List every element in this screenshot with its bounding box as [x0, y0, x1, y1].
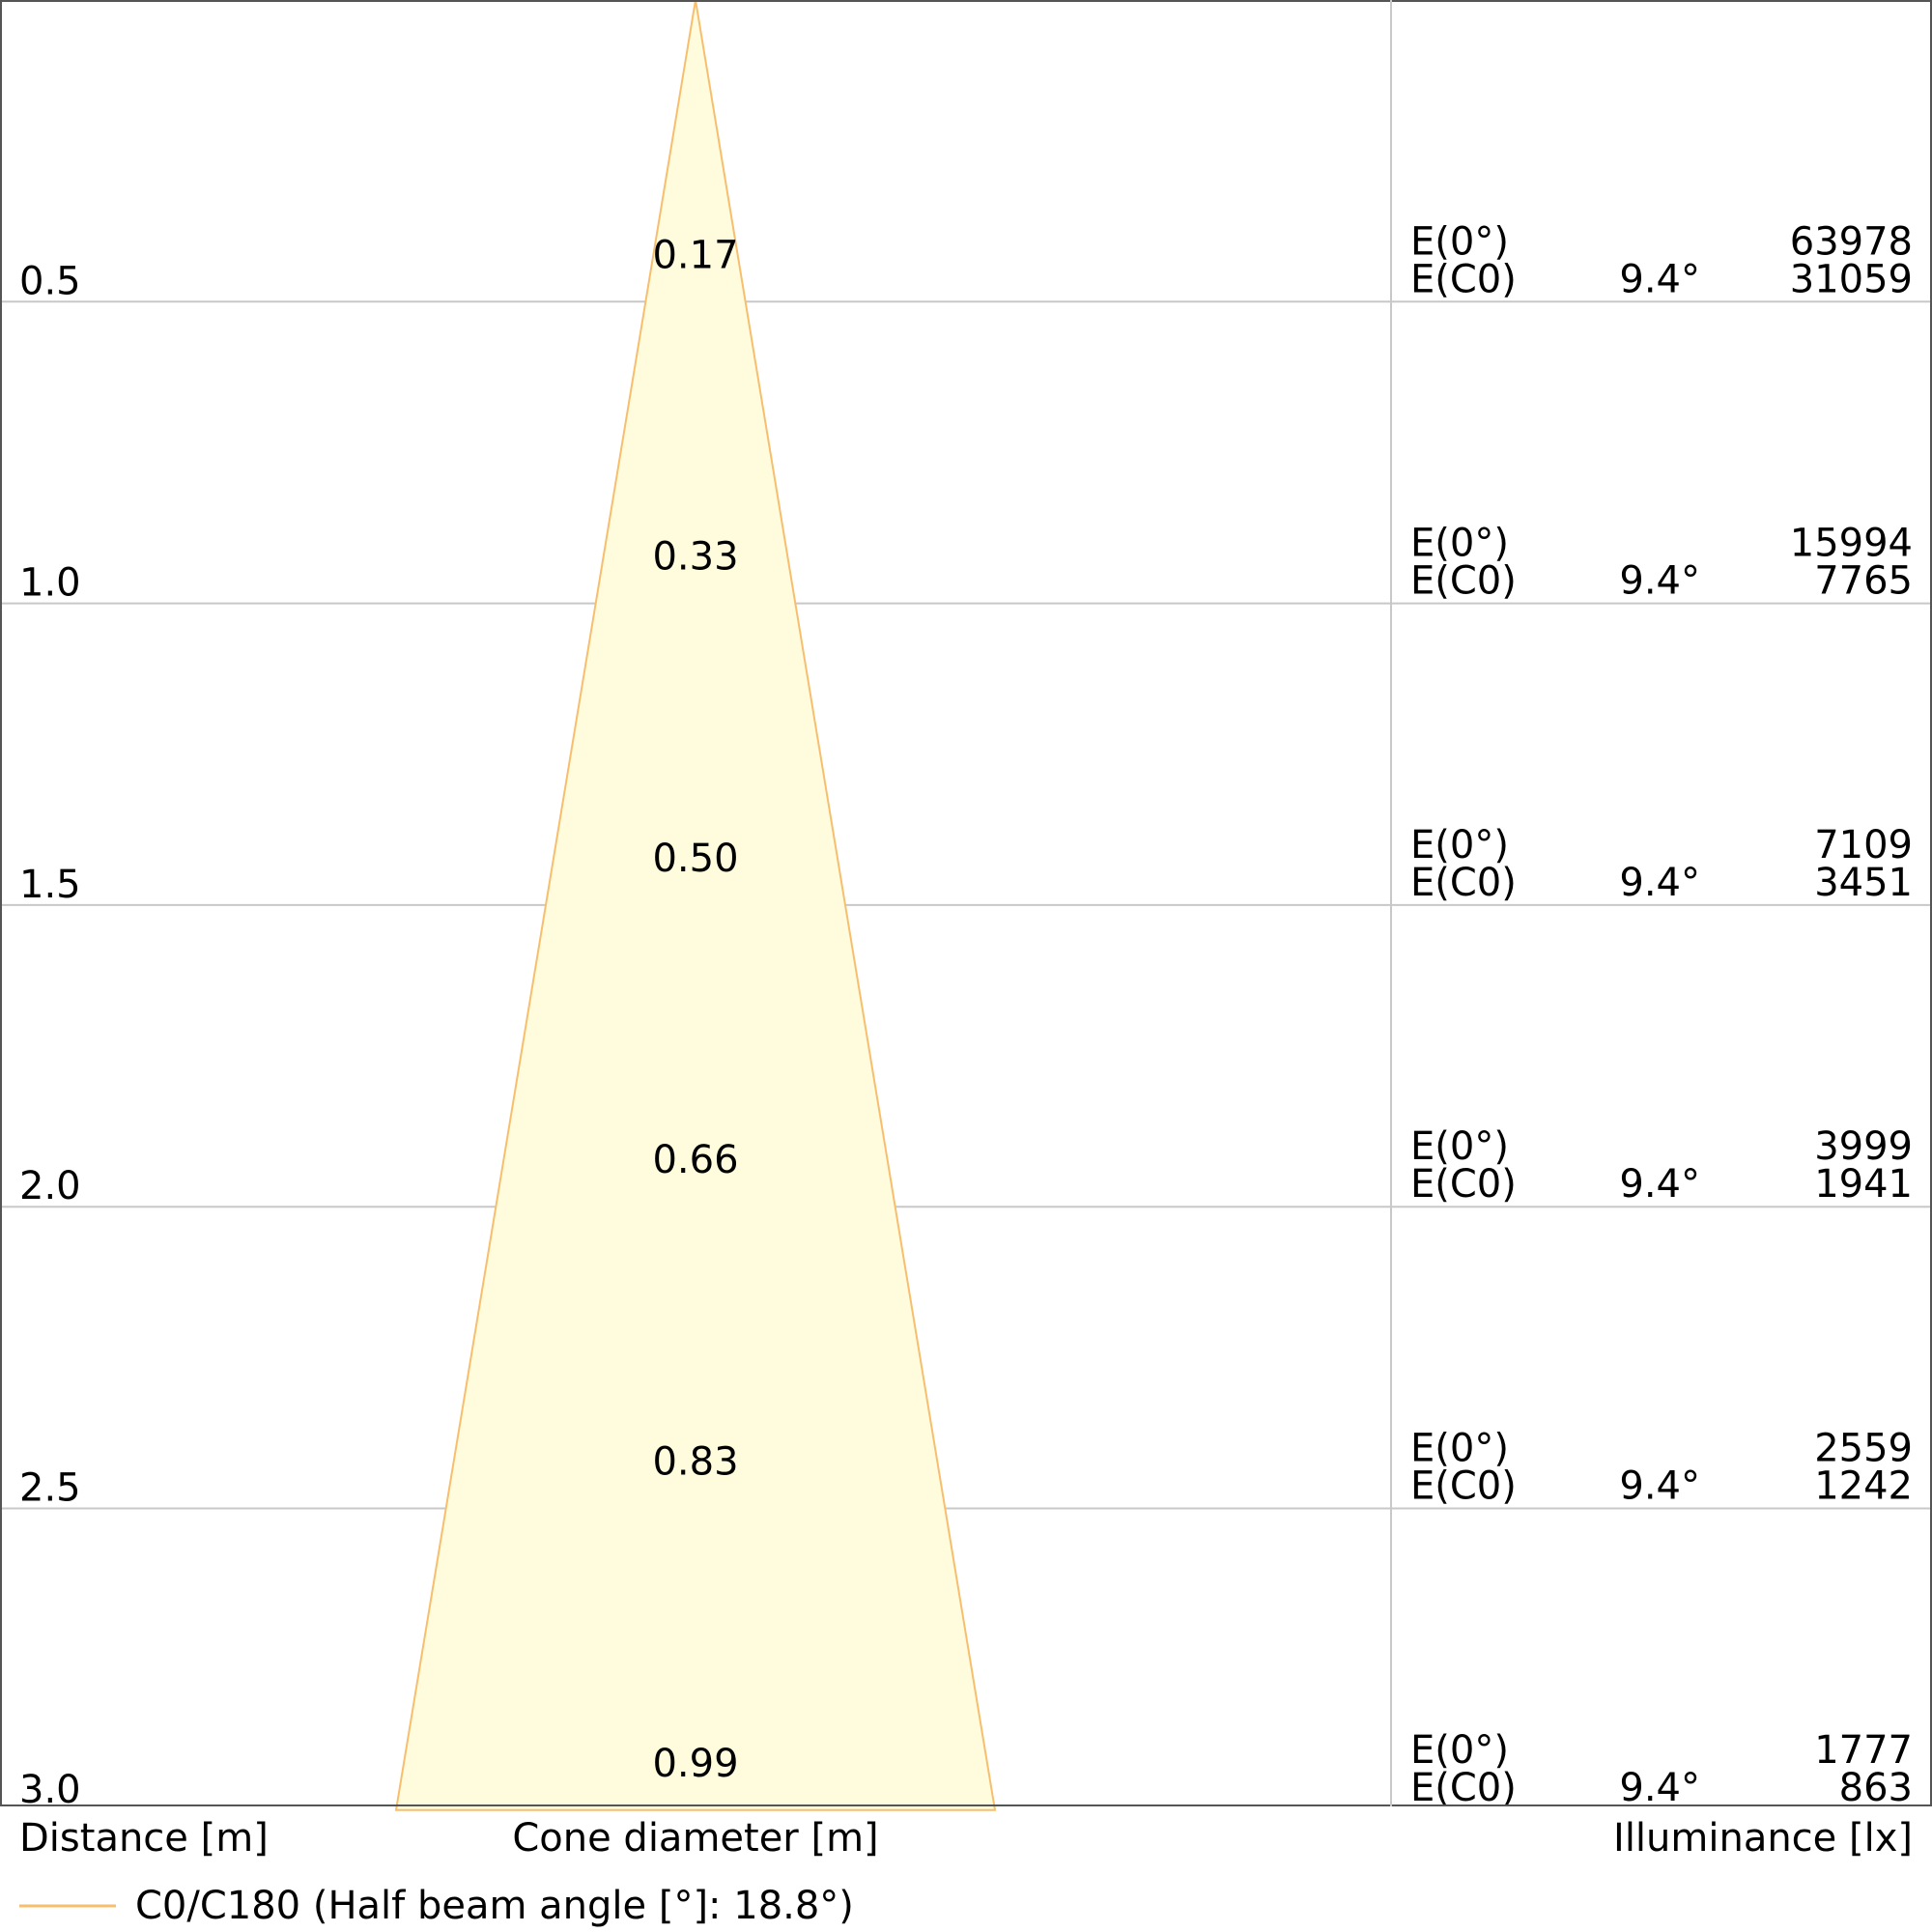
distance-tick-label: 0.5 — [19, 259, 81, 303]
cone-diameter-value: 0.66 — [652, 1138, 738, 1182]
half-angle-value: 9.4° — [1619, 257, 1700, 301]
e-center-label: E(0°) — [1410, 522, 1509, 566]
e-center-label: E(0°) — [1410, 1427, 1509, 1471]
e-center-value: 15994 — [1790, 522, 1913, 566]
distance-tick-label: 2.0 — [19, 1164, 81, 1208]
e-c0-value: 7765 — [1814, 559, 1913, 604]
cone-diameter-value: 0.99 — [652, 1742, 738, 1786]
e-center-label: E(0°) — [1410, 823, 1509, 867]
e-c0-label: E(C0) — [1410, 1162, 1517, 1207]
e-c0-value: 31059 — [1790, 257, 1913, 301]
cone-diameter-value: 0.33 — [652, 535, 738, 580]
cone-diameter-value: 0.17 — [652, 233, 738, 277]
e-c0-value: 1941 — [1814, 1162, 1913, 1207]
e-c0-label: E(C0) — [1410, 559, 1517, 604]
cone-diameter-label: Cone diameter [m] — [512, 1816, 878, 1861]
half-angle-value: 9.4° — [1619, 1464, 1700, 1509]
distance-tick-label: 1.5 — [19, 863, 81, 907]
e-center-value: 3999 — [1814, 1124, 1913, 1169]
chart-frame — [0, 0, 1932, 1806]
e-c0-label: E(C0) — [1410, 1464, 1517, 1509]
half-angle-value: 9.4° — [1619, 1162, 1700, 1207]
distance-axis-label: Distance [m] — [19, 1816, 269, 1861]
half-angle-value: 9.4° — [1619, 559, 1700, 604]
row-labels: 0.5 0.17 E(0°) 63978 E(C0) 9.4° 31059 1.0 0.33 E(… — [19, 219, 1913, 1812]
e-c0-value: 3451 — [1814, 861, 1913, 905]
legend-label: C0/C180 (Half beam angle [°]: 18.8°) — [135, 1884, 854, 1928]
half-angle-value: 9.4° — [1619, 861, 1700, 905]
e-c0-label: E(C0) — [1410, 257, 1517, 301]
e-c0-value: 863 — [1839, 1766, 1913, 1810]
e-c0-label: E(C0) — [1410, 1766, 1517, 1810]
e-center-label: E(0°) — [1410, 1124, 1509, 1169]
e-c0-value: 1242 — [1814, 1464, 1913, 1509]
illuminance-axis-label: Illuminance [lx] — [1613, 1816, 1913, 1861]
e-c0-label: E(C0) — [1410, 861, 1517, 905]
distance-tick-label: 2.5 — [19, 1466, 81, 1511]
grid-lines — [0, 300, 1931, 1510]
e-center-value: 1777 — [1814, 1728, 1913, 1773]
e-center-value: 63978 — [1790, 219, 1913, 264]
cone-diameter-value: 0.50 — [652, 837, 738, 881]
cone-diameter-value: 0.83 — [652, 1440, 738, 1485]
light-cone — [394, 0, 997, 1811]
e-center-value: 2559 — [1814, 1427, 1913, 1471]
distance-tick-label: 1.0 — [19, 561, 81, 606]
e-center-label: E(0°) — [1410, 219, 1509, 264]
half-angle-value: 9.4° — [1619, 1766, 1700, 1810]
e-center-label: E(0°) — [1410, 1728, 1509, 1773]
e-center-value: 7109 — [1814, 823, 1913, 867]
